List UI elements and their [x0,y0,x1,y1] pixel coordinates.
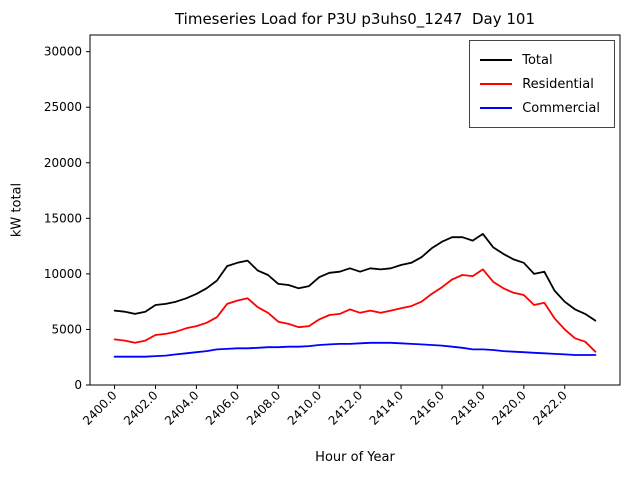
series-line-total [113,232,597,322]
legend-item-residential: Residential [480,72,600,96]
chart-title: Timeseries Load for P3U p3uhs0_1247 Day … [174,10,536,28]
legend-label-commercial: Commercial [522,100,600,116]
residential-line-swatch [480,83,513,85]
x-tick-label: 2418.0 [448,388,488,428]
y-tick-label: 25000 [44,100,82,114]
x-tick-label: 2404.0 [162,388,202,428]
legend: Total Residential Commercial [469,40,615,128]
total-line-swatch [480,59,513,61]
x-tick-label: 2406.0 [203,388,243,428]
series-line-commercial [113,341,597,358]
x-tick-label: 2412.0 [326,388,366,428]
y-tick-label: 0 [74,378,82,392]
legend-item-commercial: Commercial [480,96,600,120]
y-tick-label: 10000 [44,267,82,281]
x-axis-label: Hour of Year [315,450,395,465]
x-tick-label: 2414.0 [367,388,407,428]
x-tick-label: 2400.0 [80,388,120,428]
x-tick-label: 2408.0 [244,388,284,428]
commercial-line-swatch [480,107,513,109]
x-tick-label: 2410.0 [285,388,325,428]
y-tick-label: 15000 [44,211,82,225]
legend-item-total: Total [480,48,600,72]
y-tick-label: 5000 [51,322,82,336]
legend-label-residential: Residential [522,76,594,92]
y-tick-label: 20000 [44,156,82,170]
legend-label-total: Total [522,52,553,68]
x-tick-label: 2402.0 [121,388,161,428]
series-line-residential [113,268,597,353]
y-tick-label: 30000 [44,45,82,59]
axes-frame [89,34,621,386]
y-axis-label: kW total [9,182,25,238]
x-tick-label: 2420.0 [489,388,529,428]
x-tick-label: 2416.0 [407,388,447,428]
x-tick-label: 2422.0 [530,388,570,428]
